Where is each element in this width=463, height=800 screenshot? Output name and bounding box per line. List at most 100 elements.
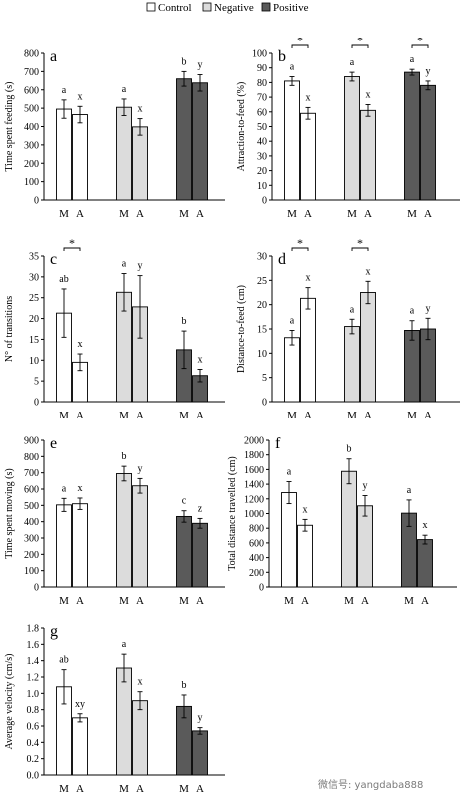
legend: Control Negative Positive [146,2,309,14]
x-tick-label: A [361,595,369,607]
bar [300,297,316,403]
significance-bracket [291,44,309,48]
x-tick-label: M [179,595,189,607]
bar [300,112,316,201]
significance-letter: xy [75,699,85,710]
y-tick-label: 100 [252,49,267,60]
x-tick-label: A [136,208,144,220]
y-tick-label: 0.8 [27,705,40,716]
x-tick-label: M [179,783,189,795]
y-tick-label: 700 [24,468,39,479]
x-tick-label: A [424,410,432,418]
bar [417,539,433,588]
y-tick-label: 0.0 [27,771,40,782]
significance-bracket [291,247,309,251]
x-tick-label: M [59,595,69,607]
y-tick-label: 800 [249,524,264,535]
y-tick-label: 0 [34,583,39,594]
legend-swatch [146,2,156,12]
y-axis-label: Time spent feeding (s) [4,82,15,172]
x-tick-label: A [421,595,429,607]
legend-label: Positive [273,2,309,14]
significance-letter: x [366,89,371,100]
panel-d-chart: d 0 5 10 15 20 25 30 Distance-to-feed (cm) a Mx Aa M… [236,236,460,418]
x-tick-label: M [287,208,297,220]
significance-letter: a [290,315,295,326]
y-tick-label: 600 [24,485,39,496]
y-tick-label: 600 [249,538,264,549]
panel-letter: e [50,435,57,452]
y-axis-label: Attraction-to-feed (%) [236,82,247,172]
y-tick-label: 25 [257,276,267,287]
y-tick-label: 1200 [244,494,264,505]
y-tick-label: 0 [262,398,267,409]
bar [116,106,132,201]
y-tick-label: 200 [24,550,39,561]
bar [420,84,436,201]
significance-letter: x [306,273,311,284]
legend-label: Control [158,2,192,14]
significance-letter: y [426,66,431,77]
x-tick-label: M [59,208,69,220]
significance-letter: x [303,504,308,515]
y-tick-label: 800 [24,49,39,60]
x-tick-label: A [196,208,204,220]
y-tick-label: 1.0 [27,689,40,700]
panel-letter: b [278,48,286,65]
y-tick-label: 0 [34,196,39,207]
x-tick-label: M [344,595,354,607]
significance-letter: b [182,680,187,691]
significance-letter: y [138,463,143,474]
y-tick-label: 400 [249,553,264,564]
x-tick-label: M [119,595,129,607]
y-axis-label: Distance-to-feed (cm) [236,285,247,373]
significance-letter: a [410,54,415,65]
bar [284,80,300,201]
x-tick-label: A [424,208,432,220]
y-tick-label: 5 [34,377,39,388]
significance-letter: a [122,259,127,270]
x-tick-label: A [196,595,204,607]
significance-letter: b [182,316,187,327]
panel-f-chart: f 0 200 400 600 800 1000 1200 1400 1600 1800 2000 To… [227,435,457,607]
y-axis-label: Time spent moving (s) [4,468,15,558]
y-tick-label: 90 [257,63,267,74]
significance-bracket [351,44,369,48]
bar [72,717,88,776]
bar [132,485,148,588]
bar [116,667,132,776]
y-tick-label: 300 [24,140,39,151]
y-tick-label: 1.4 [27,656,40,667]
y-tick-label: 1400 [244,480,264,491]
significance-bracket [411,44,429,48]
y-tick-label: 2000 [244,436,264,447]
bar [297,524,313,588]
bar [404,330,420,403]
bar [116,473,132,588]
panel-letter: d [278,251,286,268]
significance-letter: y [138,261,143,272]
x-tick-label: A [301,595,309,607]
y-tick-label: 100 [24,177,39,188]
significance-letter: x [423,520,428,531]
x-tick-label: A [364,410,372,418]
y-tick-label: 20 [257,166,267,177]
significance-star: * [69,236,75,250]
x-tick-label: A [136,410,144,418]
significance-letter: y [426,303,431,314]
bar [132,126,148,201]
y-tick-label: 40 [257,137,267,148]
y-tick-label: 300 [24,534,39,545]
significance-letter: x [306,92,311,103]
y-tick-label: 0 [262,196,267,207]
legend-swatch [202,2,212,12]
bar [192,522,208,588]
significance-star: * [297,236,303,250]
significance-letter: a [122,84,127,95]
x-tick-label: A [196,410,204,418]
y-tick-label: 10 [257,181,267,192]
y-tick-label: 20 [29,314,39,325]
y-tick-label: 600 [24,85,39,96]
significance-letter: y [198,713,203,724]
y-tick-label: 15 [29,335,39,346]
